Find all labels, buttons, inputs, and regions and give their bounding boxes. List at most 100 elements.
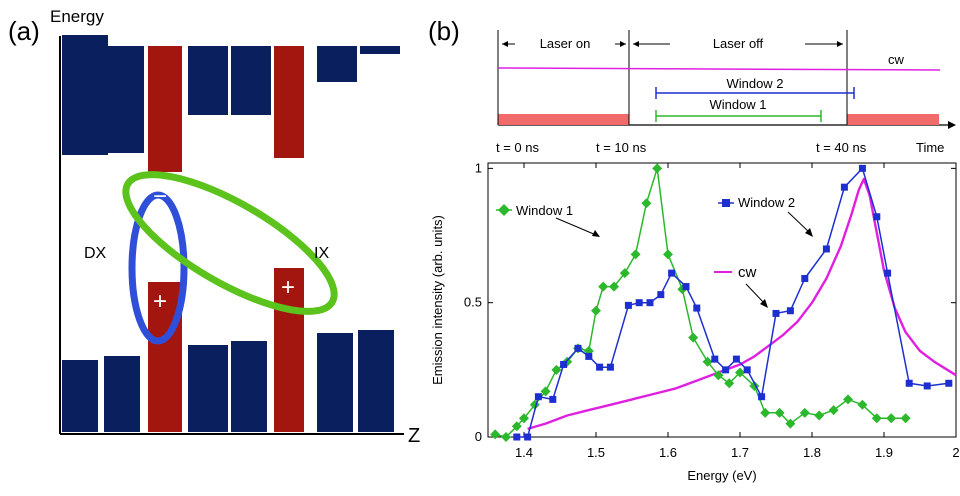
point-window-2-22 [786, 307, 794, 315]
energy-axis-label: Energy [50, 7, 104, 26]
time-axis-arrowhead [948, 121, 956, 129]
point-window-2-30 [923, 382, 931, 390]
point-window-1-32 [857, 399, 868, 410]
point-window-2-8 [606, 363, 614, 371]
point-window-2-25 [840, 183, 848, 191]
band-bar-3 [188, 46, 228, 115]
point-window-2-21 [772, 309, 780, 317]
x-tick-label-4: 1.8 [803, 445, 821, 460]
point-window-1-25 [760, 407, 771, 418]
band-bar-6 [317, 46, 357, 82]
window2-timing-label: Window 2 [726, 76, 783, 91]
cw-timing-line [497, 67, 941, 71]
window1-timing-label: Window 1 [709, 97, 766, 112]
point-window-1-27 [785, 418, 796, 429]
point-window-1-18 [677, 284, 688, 295]
point-window-2-7 [596, 363, 604, 371]
band-bar-5 [274, 46, 304, 158]
series-line-cw [527, 177, 957, 431]
point-window-2-16 [711, 355, 719, 363]
point-window-1-10 [591, 305, 601, 316]
point-window-2-6 [585, 352, 593, 360]
point-window-1-20 [702, 356, 713, 367]
panel-a-label: (a) [8, 16, 40, 46]
point-window-1-6 [551, 364, 562, 375]
point-window-1-3 [519, 413, 529, 424]
point-window-1-5 [540, 386, 551, 397]
x-tick-label-5: 1.9 [875, 445, 893, 460]
point-window-2-19 [743, 366, 751, 374]
point-window-1-12 [609, 281, 619, 292]
band-bar-12 [231, 341, 267, 432]
point-window-2-31 [945, 379, 953, 387]
point-window-2-26 [858, 164, 866, 172]
point-window-2-1 [524, 433, 532, 441]
point-window-2-9 [624, 301, 632, 309]
t40-label: t = 40 ns [816, 140, 867, 155]
axis-ticks: 1.4 1.5 1.6 1.7 1.8 1.9 2 0 0.5 1 [464, 160, 960, 460]
time-label: Time [916, 140, 944, 155]
band-bar-13 [274, 268, 304, 432]
y-axis-label: Emission intensity (arb. units) [430, 215, 445, 385]
panel-b-emission: (b) Laser on Laser off cw [420, 0, 960, 491]
plot-frame [487, 162, 957, 438]
point-window-2-0 [513, 433, 521, 441]
point-window-2-14 [682, 283, 690, 291]
point-window-2-5 [574, 344, 582, 352]
point-window-1-15 [641, 198, 652, 209]
point-window-1-31 [843, 394, 853, 405]
x-axis-label: Energy (eV) [687, 468, 756, 483]
y-tick-label-0: 0 [475, 429, 482, 444]
band-bar-1 [104, 46, 144, 153]
point-window-2-29 [905, 379, 913, 387]
band-bar-7 [360, 46, 400, 54]
band-bar-4 [231, 46, 271, 115]
point-window-2-4 [560, 360, 568, 368]
point-window-1-16 [652, 163, 663, 174]
x-tick-label-3: 1.7 [731, 445, 749, 460]
point-window-2-23 [801, 275, 809, 283]
ix-exciton-loop [122, 171, 338, 315]
emission-chart: 1.4 1.5 1.6 1.7 1.8 1.9 2 0 0.5 1 Energy (eV) Emi… [430, 160, 960, 483]
hole-sign-ix: + [281, 274, 295, 301]
point-window-1-34 [886, 413, 897, 424]
point-window-1-23 [735, 367, 745, 378]
laser-on-label: Laser on [540, 36, 591, 51]
point-window-2-11 [646, 299, 654, 307]
point-window-1-30 [828, 405, 839, 416]
annotation-cw-label: cw [738, 264, 757, 281]
y-tick-label-2: 1 [475, 160, 482, 175]
chart-series [490, 163, 957, 442]
point-window-1-1 [501, 432, 511, 442]
panel-a-band-diagram: (a) Energy Z − + − + DX IX [0, 0, 420, 491]
t0-label: t = 0 ns [496, 140, 539, 155]
band-bar-8 [62, 360, 98, 432]
band-diagram-svg: (a) Energy Z − + − + DX IX [8, 7, 420, 447]
band-bars [62, 35, 400, 432]
point-window-1-2 [511, 421, 522, 432]
point-window-1-28 [799, 407, 810, 418]
point-window-1-0 [490, 429, 501, 440]
annotation-window1: Window 1 [496, 203, 600, 237]
point-window-1-29 [814, 410, 825, 421]
band-bar-2 [148, 46, 182, 172]
laser-pulse-2 [847, 114, 939, 125]
point-window-1-13 [619, 268, 630, 279]
point-window-2-28 [884, 269, 892, 277]
laser-off-label: Laser off [713, 36, 764, 51]
point-window-2-18 [732, 355, 740, 363]
point-window-1-14 [630, 249, 641, 260]
band-bar-10 [148, 282, 182, 432]
timing-diagram: Laser on Laser off cw Window 2 Window 1 … [496, 30, 956, 155]
point-window-1-19 [688, 332, 699, 343]
hole-sign-dx: + [153, 288, 167, 315]
point-window-2-27 [873, 213, 881, 221]
band-bar-9 [104, 356, 140, 432]
dx-label: DX [84, 245, 107, 262]
point-window-2-15 [693, 304, 701, 312]
panel-b-label: (b) [428, 16, 460, 46]
y-tick-label-1: 0.5 [464, 295, 482, 310]
dx-exciton-loop [128, 191, 188, 345]
x-tick-label-0: 1.4 [515, 445, 533, 460]
electron-sign-ix: − [281, 165, 295, 192]
